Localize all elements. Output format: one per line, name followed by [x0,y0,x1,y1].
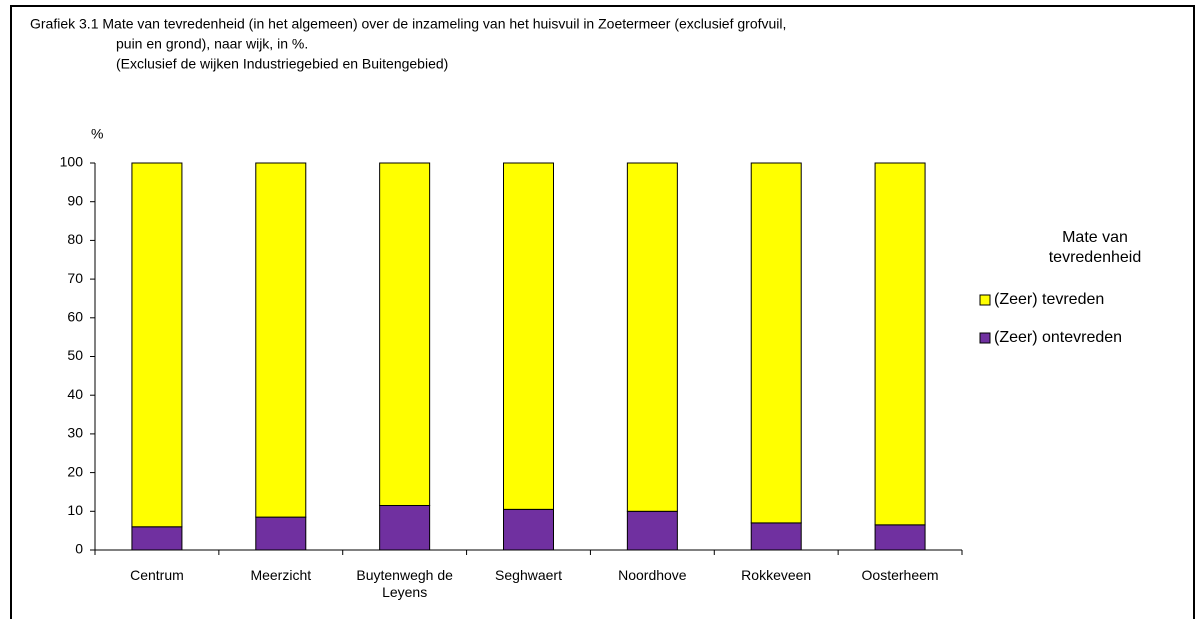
bar-segment [379,504,431,551]
bar-segment [626,510,678,551]
x-tick-label: Rokkeveen [741,567,812,583]
legend-title: Mate van tevredenheid [1048,229,1142,266]
chart-title: puin en grond), naar wijk, in %. [116,36,308,52]
y-tick-label: 70 [67,270,83,286]
y-tick-label: 80 [67,231,83,247]
x-tick-label: Buytenwegh de Leyens [356,567,453,600]
bar-segment [750,162,802,524]
y-tick-label: 20 [67,463,83,479]
y-tick-label: 60 [67,309,83,325]
bar-segment [874,524,926,551]
bar-segment [503,162,554,510]
y-tick-label: 10 [67,502,83,518]
y-axis-label: % [91,126,103,142]
y-tick-label: 90 [67,192,83,208]
bar-segment [255,516,307,551]
y-tick-label: 100 [60,154,84,170]
chart-title: Grafiek 3.1 Mate van tevredenheid (in he… [30,16,786,32]
x-tick-label: Oosterheem [861,567,939,583]
y-tick-label: 40 [67,386,83,402]
bar-segment [255,162,307,518]
bar-segment [379,162,431,506]
y-tick-label: 50 [67,347,83,363]
y-tick-label: 30 [67,425,83,441]
legend-swatch [979,294,991,306]
x-tick-label: Meerzicht [250,567,312,583]
x-tick-label: Centrum [130,567,184,583]
x-tick-label: Noordhove [618,567,687,583]
bar-segment [131,162,183,528]
bar-segment [874,162,926,526]
legend-label: (Zeer) ontevreden [994,329,1122,346]
bar-segment [750,522,802,551]
bar-segment [626,162,678,512]
bar-segment [131,526,183,551]
frame [10,5,1195,619]
x-tick-label: Seghwaert [495,567,562,583]
chart-title: (Exclusief de wijken Industriegebied en … [116,56,448,72]
y-tick-label: 0 [75,541,83,557]
bar-segment [503,508,554,551]
legend-swatch [979,332,991,344]
legend-label: (Zeer) tevreden [994,291,1104,308]
